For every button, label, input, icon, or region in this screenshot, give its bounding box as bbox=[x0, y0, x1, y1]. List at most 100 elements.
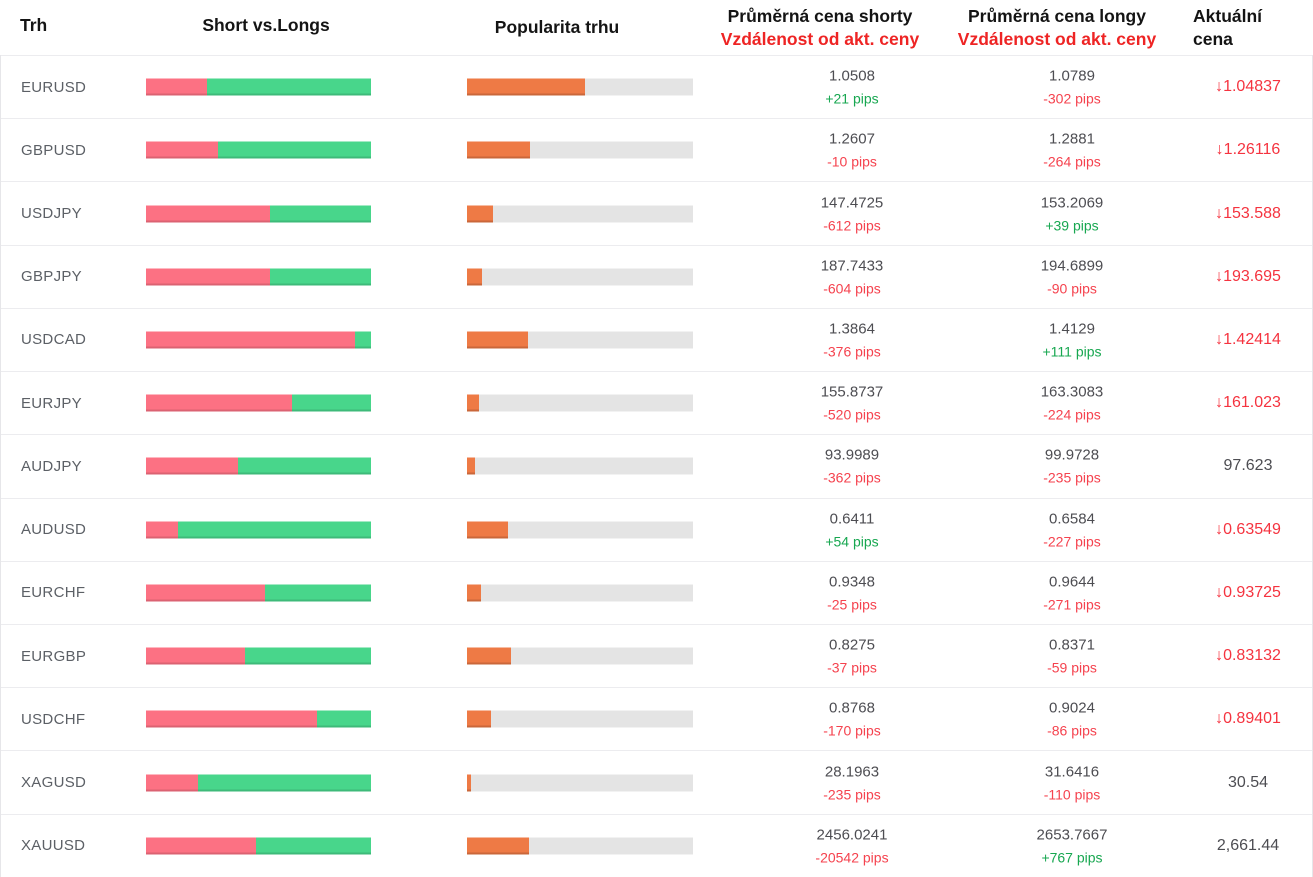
avg-short-price: 0.6411 bbox=[829, 510, 875, 528]
avg-short-cell: 187.7433 -604 pips bbox=[701, 257, 1003, 296]
long-distance-pips: -235 pips bbox=[1043, 469, 1101, 486]
avg-long-price: 153.2069 bbox=[1040, 194, 1104, 212]
long-distance-pips: -227 pips bbox=[1043, 533, 1101, 550]
avg-short-price: 155.8737 bbox=[820, 383, 884, 401]
short-bar-fill bbox=[146, 521, 178, 539]
avg-short-price: 1.0508 bbox=[829, 67, 875, 85]
down-arrow-icon: ↓ bbox=[1215, 267, 1224, 285]
short-distance-pips: -520 pips bbox=[823, 406, 881, 423]
long-bar-fill bbox=[265, 584, 371, 602]
long-distance-pips: -110 pips bbox=[1043, 786, 1101, 803]
popularity-bar-fill bbox=[467, 647, 512, 665]
current-price: 161.023 bbox=[1223, 394, 1281, 412]
table-row[interactable]: USDJPY 147.4725 -612 pips 153.2069 +39 p… bbox=[1, 181, 1313, 245]
avg-long-cell: 31.6416 -110 pips bbox=[946, 763, 1198, 802]
popularity-bar bbox=[467, 268, 693, 286]
current-price: 0.89401 bbox=[1223, 710, 1281, 728]
current-price-cell: ↓153.588 bbox=[1170, 205, 1313, 223]
long-distance-pips: -271 pips bbox=[1043, 596, 1101, 613]
avg-short-cell: 1.2607 -10 pips bbox=[701, 131, 1003, 170]
long-distance-pips: -264 pips bbox=[1043, 153, 1101, 170]
short-bar-fill bbox=[146, 394, 293, 412]
pair-label: AUDUSD bbox=[21, 521, 87, 539]
short-bar-fill bbox=[146, 837, 257, 855]
current-price: 1.26116 bbox=[1223, 141, 1281, 159]
long-bar-fill bbox=[197, 774, 371, 792]
down-arrow-icon: ↓ bbox=[1215, 710, 1224, 728]
short-vs-long-bar bbox=[146, 837, 371, 855]
table-row[interactable]: AUDUSD 0.6411 +54 pips 0.6584 -227 pips … bbox=[1, 497, 1312, 561]
popularity-bar bbox=[467, 205, 693, 223]
popularity-bar bbox=[467, 521, 693, 539]
short-vs-long-bar bbox=[146, 141, 371, 159]
short-bar-fill bbox=[146, 710, 317, 728]
avg-long-price: 1.0789 bbox=[1049, 67, 1095, 85]
down-arrow-icon: ↓ bbox=[1215, 204, 1224, 222]
long-distance-pips: -302 pips bbox=[1043, 90, 1101, 107]
avg-short-price: 28.1963 bbox=[824, 763, 880, 781]
avg-short-cell: 1.0508 +21 pips bbox=[701, 68, 1003, 107]
short-vs-long-bar bbox=[146, 331, 371, 349]
avg-long-price: 99.9728 bbox=[1044, 446, 1100, 464]
avg-long-price: 2653.7667 bbox=[1036, 826, 1108, 844]
short-vs-long-bar bbox=[146, 205, 371, 223]
popularity-bar-fill bbox=[467, 141, 531, 159]
avg-short-price: 93.9989 bbox=[824, 446, 880, 464]
popularity-bar bbox=[467, 141, 693, 159]
avg-short-cell: 147.4725 -612 pips bbox=[701, 194, 1003, 233]
short-distance-pips: -376 pips bbox=[823, 343, 881, 360]
short-bar-fill bbox=[146, 584, 266, 602]
avg-long-price: 1.2881 bbox=[1049, 130, 1095, 148]
table-row[interactable]: GBPJPY 187.7433 -604 pips 194.6899 -90 p… bbox=[1, 244, 1312, 308]
popularity-bar bbox=[467, 647, 693, 665]
long-bar-fill bbox=[218, 141, 371, 159]
pair-label: GBPJPY bbox=[21, 268, 82, 286]
avg-long-cell: 99.9728 -235 pips bbox=[946, 447, 1198, 486]
short-vs-long-bar bbox=[146, 774, 371, 792]
table-row[interactable]: EURGBP 0.8275 -37 pips 0.8371 -59 pips ↓… bbox=[1, 623, 1312, 688]
table-row[interactable]: EURJPY 155.8737 -520 pips 163.3083 -224 … bbox=[1, 371, 1312, 435]
short-bar-fill bbox=[146, 774, 198, 792]
pair-label: AUDJPY bbox=[21, 457, 82, 475]
long-distance-pips: +39 pips bbox=[1045, 217, 1099, 234]
down-arrow-icon: ↓ bbox=[1215, 78, 1224, 96]
current-price: 153.588 bbox=[1223, 204, 1281, 222]
table-row[interactable]: GBPUSD 1.2607 -10 pips 1.2881 -264 pips … bbox=[1, 118, 1312, 182]
table-row[interactable]: EURUSD 1.0508 +21 pips 1.0789 -302 pips … bbox=[1, 55, 1312, 119]
pair-label: USDJPY bbox=[21, 205, 82, 223]
pair-label: GBPUSD bbox=[21, 141, 87, 159]
avg-long-price: 0.8371 bbox=[1049, 636, 1095, 654]
avg-long-cell: 194.6899 -90 pips bbox=[946, 257, 1198, 296]
table-row[interactable]: XAGUSD 28.1963 -235 pips 31.6416 -110 pi… bbox=[1, 750, 1312, 814]
column-header-market: Trh bbox=[20, 15, 48, 35]
table-row[interactable]: USDCHF 0.8768 -170 pips 0.9024 -86 pips … bbox=[1, 687, 1312, 751]
popularity-bar bbox=[467, 457, 693, 475]
long-bar-fill bbox=[355, 331, 371, 349]
avg-long-cell: 0.8371 -59 pips bbox=[946, 637, 1198, 676]
avg-short-cell: 155.8737 -520 pips bbox=[701, 384, 1003, 423]
current-price-title-line1: Aktuální bbox=[1193, 6, 1263, 26]
popularity-bar bbox=[467, 394, 693, 412]
avg-long-cell: 0.6584 -227 pips bbox=[946, 510, 1198, 549]
short-distance-pips: -235 pips bbox=[823, 786, 881, 803]
short-distance-pips: -25 pips bbox=[827, 596, 877, 613]
current-price-cell: ↓2,661.44 bbox=[1170, 837, 1313, 855]
table-row[interactable]: USDCAD 1.3864 -376 pips 1.4129 +111 pips… bbox=[1, 307, 1312, 372]
popularity-bar-fill bbox=[467, 331, 529, 349]
popularity-bar bbox=[467, 774, 693, 792]
table-row[interactable]: AUDJPY 93.9989 -362 pips 99.9728 -235 pi… bbox=[1, 434, 1312, 498]
short-distance-pips: +54 pips bbox=[825, 533, 879, 550]
short-bar-fill bbox=[146, 457, 239, 475]
table-row[interactable]: EURCHF 0.9348 -25 pips 0.9644 -271 pips … bbox=[1, 560, 1313, 624]
long-bar-fill bbox=[317, 710, 371, 728]
current-price: 1.04837 bbox=[1223, 78, 1281, 96]
avg-long-cell: 0.9644 -271 pips bbox=[946, 573, 1198, 612]
table-row[interactable]: XAUUSD 2456.0241 -20542 pips 2653.7667 +… bbox=[1, 813, 1313, 877]
current-price-cell: ↓0.93725 bbox=[1170, 584, 1313, 602]
popularity-bar-fill bbox=[467, 837, 529, 855]
avg-short-cell: 0.8275 -37 pips bbox=[701, 637, 1003, 676]
popularity-bar-fill bbox=[467, 205, 493, 223]
avg-long-cell: 153.2069 +39 pips bbox=[946, 194, 1198, 233]
avg-long-cell: 1.2881 -264 pips bbox=[946, 131, 1198, 170]
popularity-bar-fill bbox=[467, 394, 479, 412]
